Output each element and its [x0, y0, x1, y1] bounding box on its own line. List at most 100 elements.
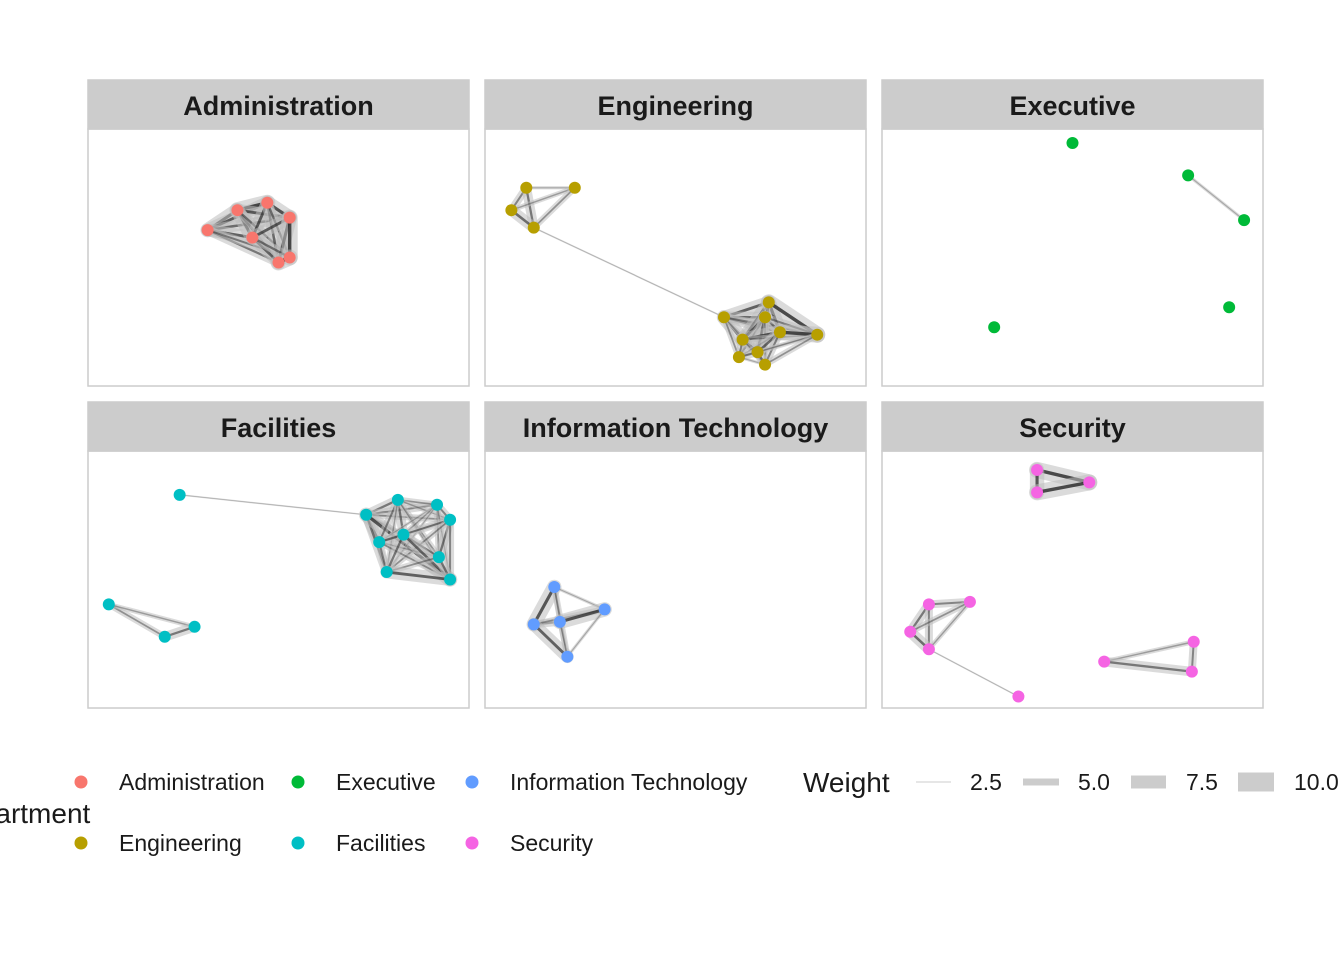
node-facilities — [444, 513, 457, 526]
edge-halo — [1186, 173, 1246, 222]
nodes — [102, 488, 457, 643]
node-executive — [1066, 136, 1079, 149]
node-administration — [246, 231, 259, 244]
node-engineering — [759, 311, 772, 324]
edge — [1103, 660, 1193, 673]
node-facilities — [431, 498, 444, 511]
node-facilities — [373, 536, 386, 549]
edge-halo — [928, 648, 1020, 698]
node-engineering — [505, 204, 518, 217]
node-executive — [1182, 169, 1195, 182]
node-facilities — [102, 598, 115, 611]
legend-weight-title: Weight — [803, 767, 890, 798]
node-facilities — [397, 528, 410, 541]
facet-strip — [484, 401, 867, 452]
node-information-technology — [553, 615, 566, 628]
edge — [385, 570, 452, 581]
edge — [1035, 480, 1091, 495]
edge — [532, 622, 569, 659]
node-executive — [1238, 214, 1251, 227]
node-engineering — [527, 221, 540, 234]
panel-executive: Executive — [881, 79, 1264, 387]
node-executive — [988, 321, 1001, 334]
node-security — [1031, 463, 1044, 476]
legend-swatch-administration — [74, 775, 88, 789]
node-administration — [283, 251, 296, 264]
panel-engineering: Engineering — [484, 79, 867, 387]
legend-weight-label-2-5: 2.5 — [970, 769, 1002, 795]
edge — [385, 533, 405, 574]
facet-strip-title: Facilities — [221, 413, 337, 443]
facet-strip-title: Security — [1019, 413, 1126, 443]
legend-weight: Weight 2.5 5.0 7.5 10.0 — [803, 767, 1339, 798]
node-security — [904, 625, 917, 638]
legend-swatch-executive — [291, 775, 305, 789]
edge-halo — [565, 607, 607, 659]
facet-panels: Administration Engineering Executive Facili… — [87, 79, 1264, 709]
node-security — [1083, 476, 1096, 489]
nodes — [505, 181, 824, 371]
legend-weight-label-10-0: 10.0 — [1294, 769, 1339, 795]
node-security — [1012, 690, 1025, 703]
facet-strip-title: Administration — [183, 91, 374, 121]
edge-halo — [907, 598, 974, 635]
node-engineering — [759, 358, 772, 371]
legend-swatch-engineering — [74, 836, 88, 850]
legend-label-administration: Administration — [119, 769, 265, 795]
node-engineering — [751, 346, 764, 359]
node-security — [922, 643, 935, 656]
legend-swatch-facilities — [291, 836, 305, 850]
facet-strip — [87, 79, 470, 130]
edge-halo — [178, 494, 367, 516]
node-administration — [283, 211, 296, 224]
edge — [928, 648, 1019, 697]
facet-strip — [881, 79, 1264, 130]
legend-department-title: Department — [0, 798, 91, 829]
nodes — [988, 136, 1251, 334]
edge-halo — [105, 601, 168, 640]
node-information-technology — [561, 650, 574, 663]
nodes — [904, 463, 1200, 703]
edges — [1186, 173, 1246, 222]
node-facilities — [173, 488, 186, 501]
legend-label-facilities: Facilities — [336, 830, 425, 856]
edges — [200, 194, 298, 271]
edges — [105, 494, 458, 642]
edge — [764, 333, 819, 366]
node-security — [1031, 486, 1044, 499]
nodes — [201, 196, 296, 269]
edge — [532, 186, 576, 229]
facet-strip — [484, 79, 867, 130]
legend-label-security: Security — [510, 830, 594, 856]
legend-label-engineering: Engineering — [119, 830, 242, 856]
node-security — [1187, 635, 1200, 648]
node-engineering — [717, 311, 730, 324]
legend-weight-label-7-5: 7.5 — [1186, 769, 1218, 795]
edge-halo — [1101, 639, 1197, 665]
node-facilities — [188, 620, 201, 633]
nodes — [527, 580, 611, 663]
node-administration — [201, 224, 214, 237]
edge-halo — [530, 184, 578, 231]
node-facilities — [391, 493, 404, 506]
node-security — [963, 595, 976, 608]
edge — [928, 601, 971, 650]
node-security — [1185, 665, 1198, 678]
legend-swatch-security — [465, 836, 479, 850]
node-engineering — [736, 333, 749, 346]
legend-department: Department Administration Engineering Ex… — [0, 769, 748, 856]
node-administration — [231, 204, 244, 217]
node-engineering — [773, 326, 786, 339]
legend-swatch-information-technology — [465, 775, 479, 789]
facet-strip-title: Information Technology — [523, 413, 829, 443]
edge-halo — [761, 331, 821, 368]
legend-label-information-technology: Information Technology — [510, 769, 748, 795]
edge-halo — [508, 185, 578, 213]
edge — [533, 227, 725, 318]
node-executive — [1223, 301, 1236, 314]
panel-background — [484, 450, 867, 709]
node-security — [922, 598, 935, 611]
node-facilities — [444, 573, 457, 586]
node-administration — [261, 196, 274, 209]
